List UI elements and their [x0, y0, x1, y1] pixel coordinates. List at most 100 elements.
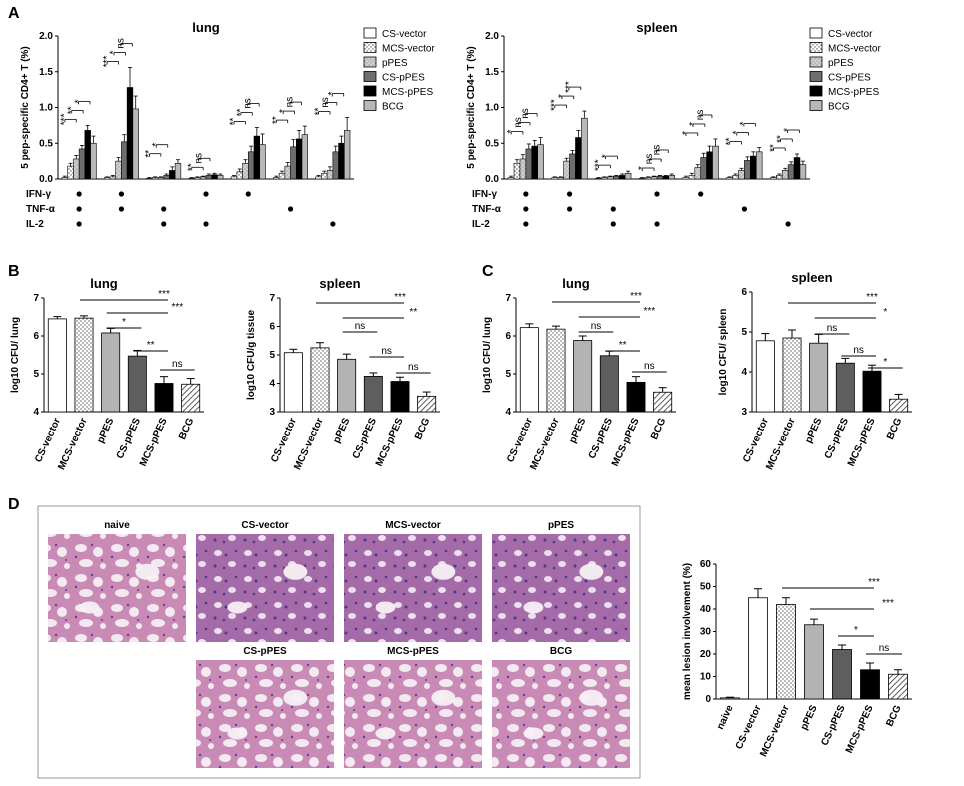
airway-space	[283, 689, 308, 706]
bar	[84, 130, 91, 180]
bar	[253, 135, 261, 180]
airway-space	[431, 563, 456, 580]
comparison-label: ns	[355, 321, 366, 332]
bar	[525, 148, 533, 180]
sig-label: **	[229, 118, 240, 126]
marker-dot	[203, 221, 209, 227]
sig-label: *	[557, 94, 568, 98]
bar	[531, 145, 538, 180]
legend-swatch	[809, 100, 823, 111]
y-tick-label: 4	[269, 379, 275, 390]
bar	[343, 130, 351, 180]
comparison-label: ns	[591, 321, 602, 332]
bar	[653, 391, 673, 413]
bar	[793, 157, 801, 180]
y-tick-label: 60	[700, 559, 712, 570]
legend-spleen: CS-vector MCS-vector pPES CS-pPES MCS-pPES BC…	[809, 27, 881, 113]
bar	[519, 327, 539, 413]
airway-space	[79, 601, 100, 614]
marker-dot	[287, 206, 294, 212]
y-tick-label: 5	[741, 327, 747, 338]
comparison-label: *	[883, 307, 887, 318]
comparison-label: ***	[866, 292, 878, 303]
bar	[546, 328, 566, 413]
comparison-label: *	[883, 357, 887, 368]
bar	[205, 175, 213, 180]
sig-label: ns	[242, 98, 253, 109]
bar	[624, 172, 632, 180]
bar	[326, 170, 334, 180]
comparison-label: ***	[394, 292, 406, 303]
sig-label: **	[186, 163, 197, 171]
legend-swatch	[363, 42, 377, 53]
x-tick-label: CS-pPES	[115, 416, 143, 460]
sig-label: ns	[513, 117, 524, 128]
sig-label: ns	[116, 38, 127, 49]
bar	[121, 141, 128, 180]
histology-label: MCS-pPES	[387, 646, 439, 657]
bar	[787, 164, 795, 180]
y-tick-label: 50	[700, 582, 712, 593]
bar	[278, 172, 286, 180]
bar	[726, 177, 733, 180]
bar	[738, 170, 745, 180]
bar	[656, 175, 664, 180]
bar	[126, 87, 134, 180]
sig-label: *	[327, 91, 338, 95]
y-tick-label: 0.0	[485, 174, 499, 185]
sig-label: *	[151, 143, 162, 147]
chart-title: spleen	[636, 20, 677, 35]
histology-image	[344, 660, 482, 768]
sig-label: *	[732, 130, 743, 134]
bar	[163, 175, 170, 180]
sig-label: **	[271, 116, 282, 124]
sig-label: ***	[593, 159, 604, 171]
comparison-label: **	[619, 340, 627, 351]
comparison-label: ns	[879, 643, 890, 654]
x-tick-label: pPES	[567, 416, 588, 445]
bar	[154, 383, 174, 413]
bar	[599, 355, 619, 413]
comparison-label: ns	[644, 361, 655, 372]
bar	[283, 352, 303, 413]
y-tick-label: 2.0	[485, 31, 499, 42]
bar	[575, 137, 582, 180]
chart-b-spleen: 3 4 5 6 7 spleen log10 CFU/g tissue CS-vector MC…	[246, 276, 440, 472]
chart-c-spleen: 3 4 5 6 spleen log10 CFU/ spleen CS-vector MCS-…	[718, 270, 912, 472]
x-tick-label: BCG	[177, 416, 196, 441]
x-tick-label: BCG	[413, 416, 432, 441]
bar	[74, 317, 94, 413]
legend-label: BCG	[382, 102, 404, 113]
legend-label: MCS-vector	[382, 44, 435, 55]
bar	[776, 604, 796, 700]
chart-title: lung	[192, 20, 219, 35]
panel-letter-c: C	[482, 263, 494, 280]
airway-space	[227, 601, 248, 614]
bar	[557, 177, 564, 180]
bar	[782, 337, 802, 413]
panel-letter-a: A	[8, 5, 20, 22]
airway-space	[283, 563, 308, 580]
bar	[720, 697, 740, 700]
legend-swatch	[809, 85, 823, 97]
sig-label: *	[688, 122, 699, 126]
sig-label: *	[681, 131, 692, 135]
chart-a-lung: 0.0 0.5 1.0 1.5 2.0 lung 5 pep-specific CD4+ T…	[20, 20, 354, 230]
sig-label: ns	[193, 153, 204, 164]
x-tick-label: MCS-pPES	[846, 416, 878, 468]
bar	[770, 177, 777, 180]
legend-label: pPES	[828, 58, 854, 69]
x-tick-label: CS-pPES	[819, 703, 847, 747]
bar	[78, 148, 86, 180]
marker-dot	[118, 191, 125, 197]
sig-label: ns	[520, 108, 531, 119]
panel-letter-d: D	[8, 496, 20, 513]
bar	[295, 138, 303, 180]
y-tick-label: 4	[505, 407, 511, 418]
bar	[832, 649, 852, 700]
bar	[601, 177, 608, 180]
y-axis-label: 5 pep-specific CD4+ T (%)	[20, 46, 31, 169]
sig-label: ns	[320, 97, 331, 108]
